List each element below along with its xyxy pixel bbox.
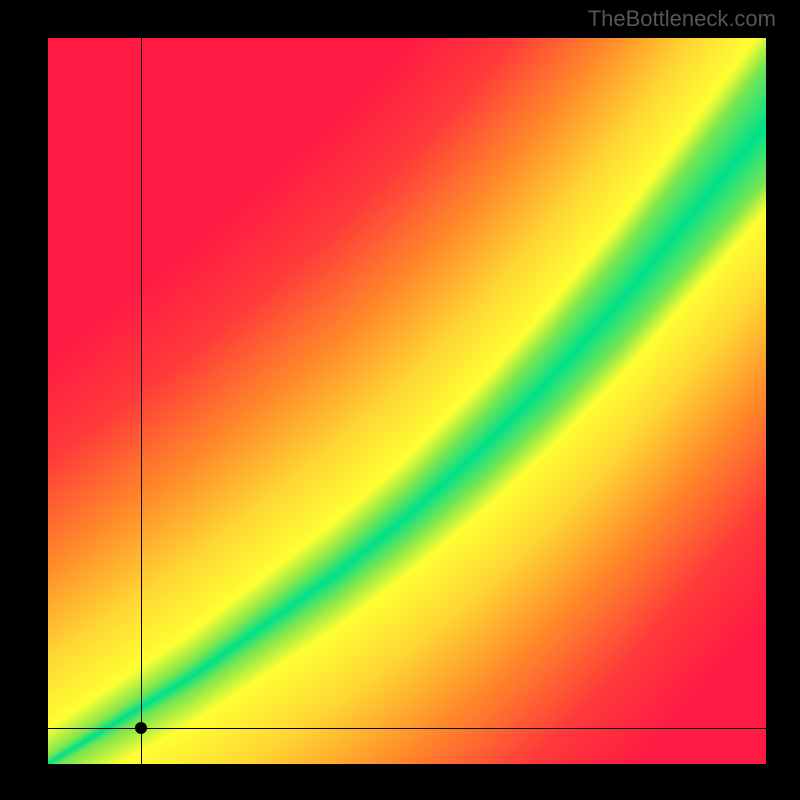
plot-area — [48, 38, 766, 764]
chart-container: TheBottleneck.com — [0, 0, 800, 800]
heatmap-canvas — [48, 38, 766, 764]
crosshair-vertical — [141, 38, 142, 764]
watermark-text: TheBottleneck.com — [588, 6, 776, 32]
data-point-marker — [135, 722, 147, 734]
crosshair-horizontal — [48, 728, 766, 729]
